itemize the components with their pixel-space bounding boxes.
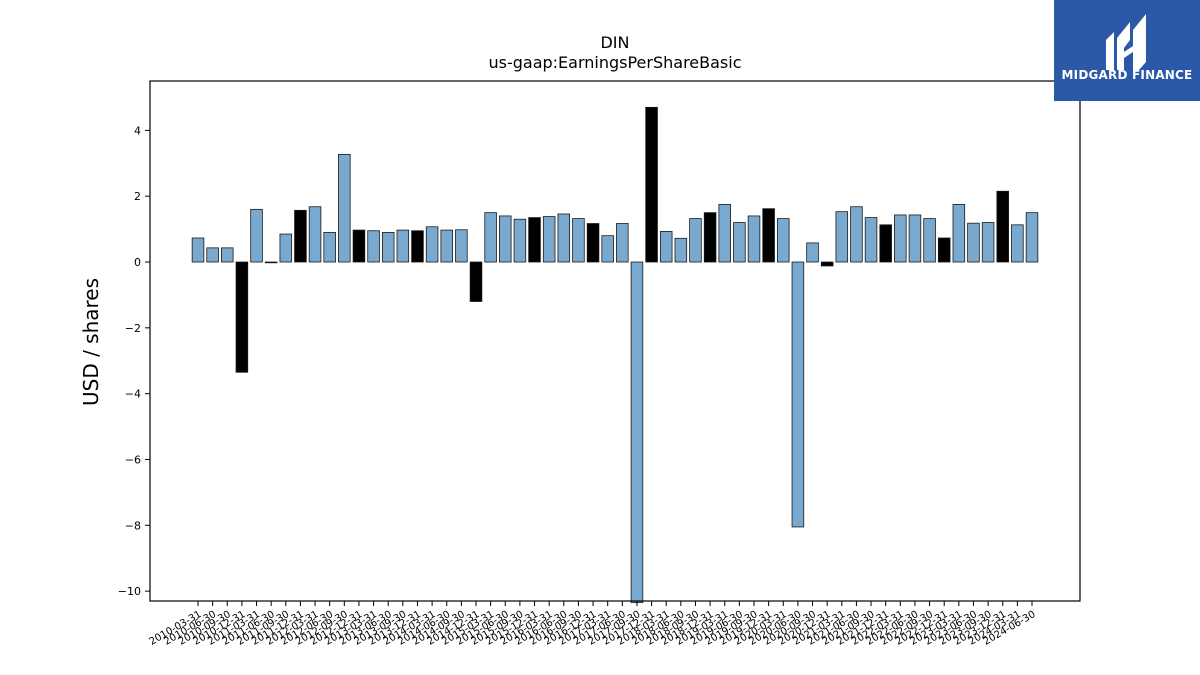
brand-logo: MIDGARD FINANCE: [1054, 0, 1200, 101]
bar-2022-03-31: [894, 214, 907, 263]
bar-2017-03-31: [601, 235, 614, 263]
bar-2024-06-30: [1025, 212, 1039, 263]
bar-2013-09-30: [396, 229, 410, 263]
y-tick-label: 4: [134, 124, 141, 137]
bar-2016-09-30: [572, 218, 585, 263]
bar-2016-06-30: [557, 213, 571, 263]
bar-2014-12-31: [469, 261, 483, 302]
bar-2011-09-30: [279, 233, 293, 263]
bar-2015-06-30: [499, 215, 512, 263]
y-axis-label: USD / shares: [79, 278, 103, 406]
y-tick-label: 2: [134, 190, 141, 203]
bar-2019-03-31: [718, 204, 731, 263]
bar-2010-06-30: [206, 247, 219, 263]
bar-2016-03-31: [542, 216, 556, 263]
bar-2020-03-31: [777, 218, 790, 263]
bar-2021-09-30: [864, 217, 878, 263]
bar-2023-06-30: [967, 222, 980, 263]
chart-subtitle: us-gaap:EarningsPerShareBasic: [488, 53, 741, 72]
y-tick-label: 0: [134, 256, 141, 269]
bar-2012-12-31: [352, 229, 366, 263]
bar-2011-12-31: [294, 209, 307, 263]
bar-2010-03-31: [191, 237, 205, 263]
bar-2012-09-30: [338, 153, 351, 263]
bar-2013-12-31: [411, 230, 424, 263]
bar-2021-03-31: [835, 211, 849, 263]
chart-title: DIN: [600, 33, 629, 52]
bar-2023-03-31: [952, 204, 966, 263]
bar-2021-06-30: [850, 206, 863, 263]
bar-2010-09-30: [221, 247, 234, 263]
bar-2020-06-30: [791, 261, 805, 528]
x-ticks: 2010-03-312010-06-302010-09-302010-12-31…: [148, 601, 1038, 648]
y-tick-label: −2: [125, 322, 141, 335]
bar-2024-03-31: [1011, 224, 1024, 263]
bar-2018-12-31: [703, 212, 717, 263]
bar-2018-06-30: [674, 237, 688, 263]
bar-2019-09-30: [747, 215, 761, 263]
bar-2014-06-30: [440, 229, 453, 263]
bar-2022-09-30: [923, 218, 936, 263]
bar-2013-06-30: [381, 231, 395, 263]
bar-2022-12-31: [937, 237, 951, 263]
y-tick-label: −10: [118, 585, 141, 598]
bar-2015-03-31: [484, 212, 497, 263]
bar-2018-09-30: [689, 218, 702, 263]
y-ticks: −10 −8 −6 −4 −2 0 2 4: [118, 124, 150, 598]
bar-2018-03-31: [659, 231, 673, 263]
bar-2017-06-30: [616, 223, 629, 263]
bar-2023-12-31: [996, 190, 1009, 263]
bar-2011-06-30: [264, 261, 278, 264]
bar-2013-03-31: [367, 230, 380, 263]
logo-text: MIDGARD FINANCE: [1061, 68, 1193, 82]
bar-2016-12-31: [586, 223, 600, 263]
bars-layer: [191, 106, 1039, 604]
bar-2017-09-30: [630, 261, 644, 604]
bar-2012-03-31: [308, 206, 322, 263]
bar-2012-06-30: [323, 231, 336, 263]
bar-2019-12-31: [762, 208, 775, 263]
y-tick-label: −6: [125, 453, 141, 466]
logo-mark-icon: [1106, 14, 1146, 70]
plot-frame: [149, 80, 1081, 602]
bar-2015-12-31: [528, 217, 541, 263]
bar-2011-03-31: [250, 208, 263, 263]
bar-2017-12-31: [645, 106, 658, 263]
bar-2015-09-30: [513, 218, 527, 263]
bar-2021-12-31: [879, 224, 892, 263]
bar-2020-09-30: [806, 242, 819, 263]
bar-2014-09-30: [455, 229, 468, 263]
bar-2019-06-30: [733, 222, 746, 263]
bar-2020-12-31: [820, 261, 834, 267]
bar-2014-03-31: [425, 226, 439, 263]
bar-2010-12-31: [235, 261, 249, 373]
y-tick-label: −8: [125, 519, 141, 532]
bar-2022-06-30: [908, 214, 922, 263]
y-tick-label: −4: [125, 388, 141, 401]
bar-2023-09-30: [981, 222, 995, 263]
